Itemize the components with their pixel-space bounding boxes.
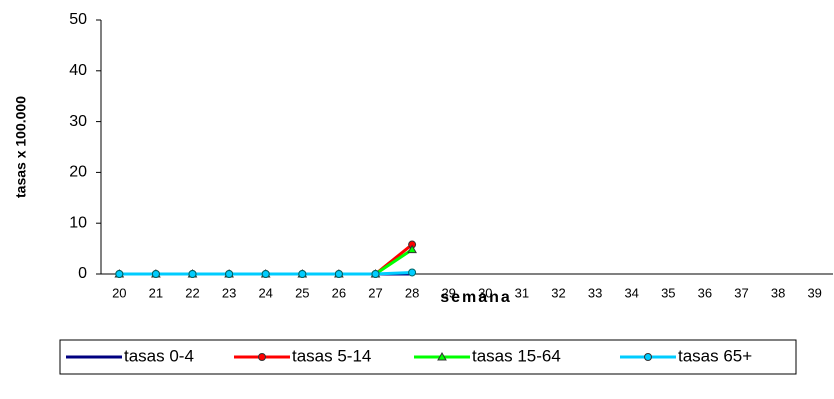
x-tick-label: 28 [405, 285, 419, 300]
legend-label: tasas 0-4 [124, 346, 194, 365]
marker [115, 270, 124, 278]
x-tick-label: 24 [258, 285, 272, 300]
x-tick-label: 27 [368, 285, 382, 300]
x-axis-label: semana [440, 289, 512, 306]
y-tick-label: 40 [69, 62, 87, 79]
x-tick-label: 31 [515, 285, 529, 300]
x-tick-label: 23 [222, 285, 236, 300]
x-tick-label: 21 [149, 285, 163, 300]
x-tick-label: 39 [807, 285, 821, 300]
x-tick-label: 38 [771, 285, 785, 300]
y-tick-label: 0 [78, 265, 87, 282]
x-tick-label: 36 [698, 285, 712, 300]
legend-label: tasas 15-64 [472, 346, 561, 365]
x-tick-label: 33 [588, 285, 602, 300]
marker [261, 270, 270, 278]
y-axis-label: tasas x 100.000 [13, 96, 29, 198]
x-tick-label: 32 [551, 285, 565, 300]
y-tick-label: 10 [69, 214, 87, 231]
legend-box [59, 339, 797, 375]
legend-marker [644, 353, 652, 361]
y-tick-label: 30 [69, 113, 87, 130]
legend-marker [258, 353, 266, 361]
marker [151, 270, 160, 278]
legend-label: tasas 65+ [678, 346, 752, 365]
x-tick-label: 30 [478, 285, 492, 300]
y-tick-label: 50 [69, 11, 87, 28]
y-tick-label: 20 [69, 164, 87, 181]
marker [188, 270, 197, 278]
marker [334, 270, 343, 278]
x-tick-label: 35 [661, 285, 675, 300]
marker [407, 244, 417, 254]
x-tick-label: 37 [734, 285, 748, 300]
legend-marker [437, 351, 447, 361]
legend-label: tasas 5-14 [292, 346, 371, 365]
marker [408, 268, 417, 277]
x-tick-label: 25 [295, 285, 309, 300]
marker [225, 270, 234, 278]
marker [298, 270, 307, 278]
x-tick-label: 29 [441, 285, 455, 300]
x-tick-label: 22 [185, 285, 199, 300]
x-tick-label: 34 [624, 285, 638, 300]
x-tick-label: 20 [112, 285, 126, 300]
x-tick-label: 26 [332, 285, 346, 300]
marker [371, 270, 380, 278]
